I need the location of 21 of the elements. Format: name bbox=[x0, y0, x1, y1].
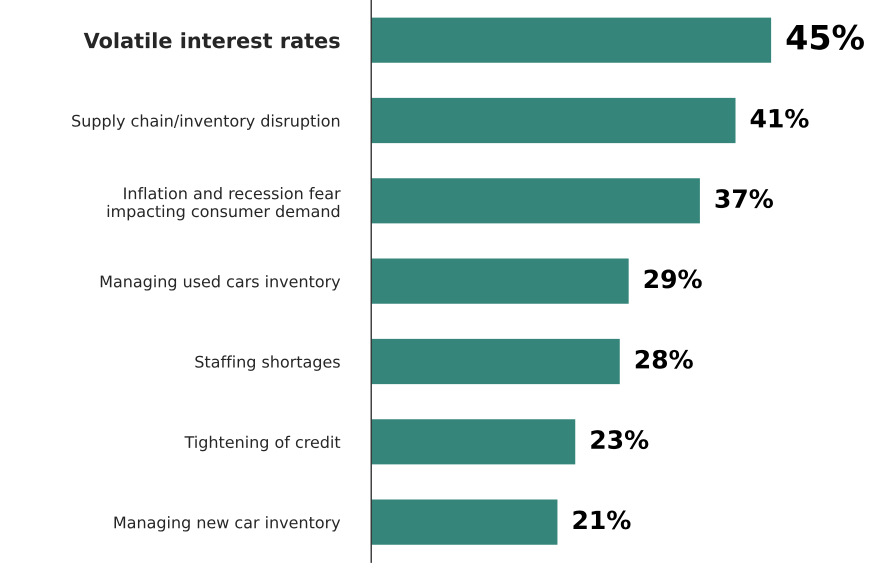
data-label: 29% bbox=[644, 270, 702, 288]
bar bbox=[371, 418, 577, 466]
data-label: 37% bbox=[716, 189, 773, 208]
y-tick-label: Staffing shortages bbox=[195, 355, 340, 371]
data-label: 23% bbox=[591, 430, 648, 450]
bar bbox=[371, 16, 773, 64]
data-label: 28% bbox=[636, 350, 693, 369]
bar bbox=[371, 96, 737, 144]
y-tick-label: Volatile interest rates bbox=[84, 32, 340, 48]
data-label: 45% bbox=[786, 24, 864, 50]
bar bbox=[371, 176, 702, 225]
y-tick-label: Supply chain/inventory disruption bbox=[72, 114, 340, 130]
data-label: 21% bbox=[573, 510, 631, 530]
y-tick-label: Inflation and recession fear impacting consumer demand bbox=[108, 187, 341, 220]
y-tick-label: Managing used cars inventory bbox=[100, 275, 340, 291]
y-tick-label: Managing new car inventory bbox=[114, 516, 340, 532]
data-label: 41% bbox=[750, 108, 809, 128]
bar bbox=[371, 498, 559, 546]
y-tick-label: Tightening of credit bbox=[184, 436, 340, 452]
bar bbox=[371, 257, 630, 306]
bar bbox=[371, 338, 622, 386]
